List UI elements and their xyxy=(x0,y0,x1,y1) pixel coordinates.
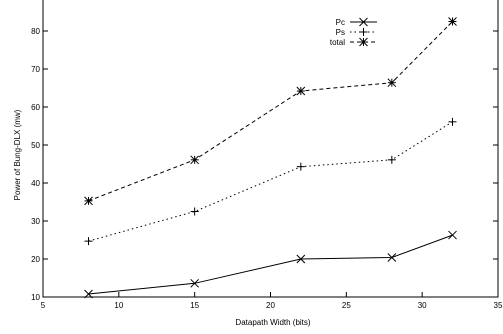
data-point-Pc xyxy=(190,278,200,288)
legend-label-Pc: Pc xyxy=(336,18,345,27)
series-group xyxy=(84,17,457,299)
data-point-Pc xyxy=(84,289,93,299)
data-point-Pc xyxy=(296,254,306,264)
data-point-Pc xyxy=(387,253,397,262)
y-tick-label: 30 xyxy=(31,217,40,226)
data-point-total xyxy=(190,155,200,165)
legend-marker-Pc xyxy=(359,17,368,27)
y-tick-label: 40 xyxy=(31,179,40,188)
legend-label-total: total xyxy=(330,38,345,47)
y-axis-label: Power of Bung-DLX (mw) xyxy=(13,109,22,200)
data-point-total xyxy=(84,196,93,206)
data-point-Ps xyxy=(190,207,199,216)
y-tick-label: 80 xyxy=(31,27,40,36)
x-tick-label: 10 xyxy=(114,301,123,310)
data-point-Ps xyxy=(296,162,305,171)
x-tick-label: 30 xyxy=(418,301,427,310)
series-total xyxy=(84,17,457,206)
series-line-Pc xyxy=(88,234,453,295)
x-tick-label: 5 xyxy=(41,301,46,310)
x-tick-label: 20 xyxy=(266,301,275,310)
y-tick-label: 70 xyxy=(31,65,40,74)
x-axis-label: Datapath Width (bits) xyxy=(235,318,310,327)
data-point-Ps xyxy=(84,237,93,246)
x-tick-label: 15 xyxy=(190,301,199,310)
data-point-total xyxy=(448,17,457,26)
data-point-Ps xyxy=(387,155,396,164)
series-Pc xyxy=(84,230,457,299)
legend-marker-Ps xyxy=(359,28,368,36)
data-point-Ps xyxy=(448,117,457,126)
legend-marker-total xyxy=(359,37,368,47)
legend-label-Ps: Ps xyxy=(336,28,345,37)
data-point-total xyxy=(387,78,397,88)
y-tick-label: 20 xyxy=(31,255,40,264)
data-point-Pc xyxy=(448,230,457,240)
axis-ticks-group: 5101520253035102030405060708090 xyxy=(31,27,503,310)
series-line-total xyxy=(88,21,453,202)
data-point-total xyxy=(296,86,306,96)
series-line-Ps xyxy=(88,121,453,242)
y-tick-label: 60 xyxy=(31,103,40,112)
x-tick-label: 35 xyxy=(494,301,503,310)
y-tick-label: 10 xyxy=(31,293,40,302)
x-tick-label: 25 xyxy=(342,301,351,310)
series-Ps xyxy=(84,117,457,246)
y-tick-label: 50 xyxy=(31,141,40,150)
